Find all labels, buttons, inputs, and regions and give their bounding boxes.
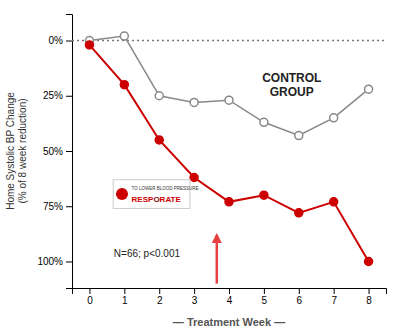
y-tick-mark: [66, 206, 72, 207]
y-tick: 0%: [49, 35, 72, 46]
arrow: [216, 235, 219, 284]
point: [260, 191, 268, 199]
y-tick-label: 25%: [43, 90, 63, 101]
x-tick-mark: [124, 288, 125, 294]
point: [225, 96, 233, 104]
y-tick-mark: [66, 41, 72, 42]
point: [295, 209, 303, 217]
point: [365, 85, 373, 93]
reference-line: [72, 40, 386, 42]
logo-text-part: RESP: [132, 195, 154, 204]
point: [155, 92, 163, 100]
x-tick-label: 8: [366, 295, 372, 306]
point: [260, 118, 268, 126]
x-tick-mark: [89, 288, 90, 294]
y-tick: 100%: [37, 256, 72, 267]
y-tick-mark: [66, 261, 72, 262]
x-tick-mark: [194, 288, 195, 294]
x-tick: 2: [157, 288, 163, 306]
point: [330, 114, 338, 122]
point: [190, 174, 198, 182]
x-tick-mark: [159, 288, 160, 294]
plot-area: [72, 32, 386, 265]
x-tick-mark: [229, 288, 230, 294]
x-tick-label: 0: [87, 295, 93, 306]
y-axis-title: Home Systolic BP Change(% of 8 week redu…: [5, 92, 28, 210]
y-tick-label: 75%: [43, 201, 63, 212]
series-line: [89, 45, 368, 262]
annotation: N=66; p<0.001: [114, 248, 181, 259]
x-axis: 0 1 2 3 4 5 6 7 8: [73, 288, 387, 306]
y-axis: 0% 25% 50% 75% 100%: [37, 15, 72, 289]
y-tick-mark: [66, 96, 72, 97]
x-axis-title: — Treatment Week —: [173, 316, 285, 328]
series: [85, 32, 372, 139]
y-tick: 25%: [43, 90, 72, 101]
point: [190, 98, 198, 106]
series-line: [89, 36, 368, 135]
logo-text-part: RATE: [160, 195, 182, 204]
point: [330, 198, 338, 206]
y-tick: 75%: [43, 201, 72, 212]
point: [120, 32, 128, 40]
series: [85, 41, 372, 266]
logo-box: [113, 180, 190, 209]
x-tick: 0: [87, 288, 93, 306]
x-tick-mark: [264, 288, 265, 294]
x-tick-label: 1: [122, 295, 128, 306]
x-tick: 7: [331, 288, 337, 306]
point: [365, 257, 373, 265]
x-tick-label: 4: [227, 295, 233, 306]
x-tick-label: 5: [262, 295, 268, 306]
point: [85, 41, 93, 49]
y-tick-label: 0%: [49, 35, 64, 46]
x-tick-label: 3: [192, 295, 198, 306]
point: [295, 132, 303, 140]
x-tick: 6: [296, 288, 302, 306]
point: [120, 81, 128, 89]
annotation: CONTROLGROUP: [262, 71, 321, 99]
x-tick: 3: [192, 288, 198, 306]
x-tick: 5: [262, 288, 268, 306]
x-tick-mark: [299, 288, 300, 294]
x-tick: 1: [122, 288, 128, 306]
point: [225, 198, 233, 206]
y-tick-label: 50%: [43, 146, 63, 157]
y-tick-label: 100%: [37, 256, 63, 267]
x-axis-line: [73, 289, 387, 295]
logo-text: RESPORATE: [132, 195, 182, 204]
y-axis-line: [66, 15, 73, 289]
x-tick: 8: [366, 288, 372, 306]
logo-tagline: TO LOWER BLOOD PRESSURE: [132, 186, 199, 191]
logo-emblem: [116, 188, 128, 200]
chart: 0 1 2 3 4 5 6 7 8 0% 25% 50% 75% 100% Home Systolic BP…: [0, 0, 400, 332]
x-tick-label: 2: [157, 295, 163, 306]
x-tick-label: 7: [331, 295, 337, 306]
y-tick-mark: [66, 151, 72, 152]
y-tick: 50%: [43, 146, 72, 157]
x-tick-mark: [334, 288, 335, 294]
annotations: CONTROLGROUP N=66; p<0.001: [114, 71, 322, 283]
x-tick-mark: [369, 288, 370, 294]
logo: TO LOWER BLOOD PRESSURE RESPORATE: [113, 180, 198, 209]
point: [155, 136, 163, 144]
x-tick-label: 6: [296, 295, 302, 306]
x-tick: 4: [227, 288, 233, 306]
